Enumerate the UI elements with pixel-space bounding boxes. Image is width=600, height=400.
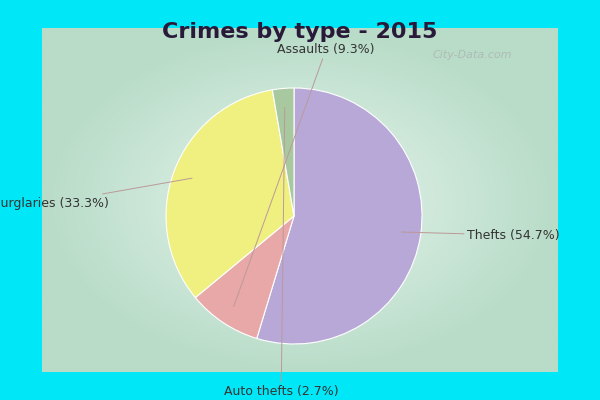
Text: Crimes by type - 2015: Crimes by type - 2015 — [163, 22, 437, 42]
Text: Burglaries (33.3%): Burglaries (33.3%) — [0, 178, 192, 210]
Text: Assaults (9.3%): Assaults (9.3%) — [233, 43, 375, 306]
Text: Thefts (54.7%): Thefts (54.7%) — [401, 229, 559, 242]
Wedge shape — [257, 88, 422, 344]
Text: City-Data.com: City-Data.com — [432, 50, 512, 60]
Text: Auto thefts (2.7%): Auto thefts (2.7%) — [224, 108, 338, 398]
Wedge shape — [166, 90, 294, 298]
Wedge shape — [272, 88, 294, 216]
Wedge shape — [196, 216, 294, 338]
